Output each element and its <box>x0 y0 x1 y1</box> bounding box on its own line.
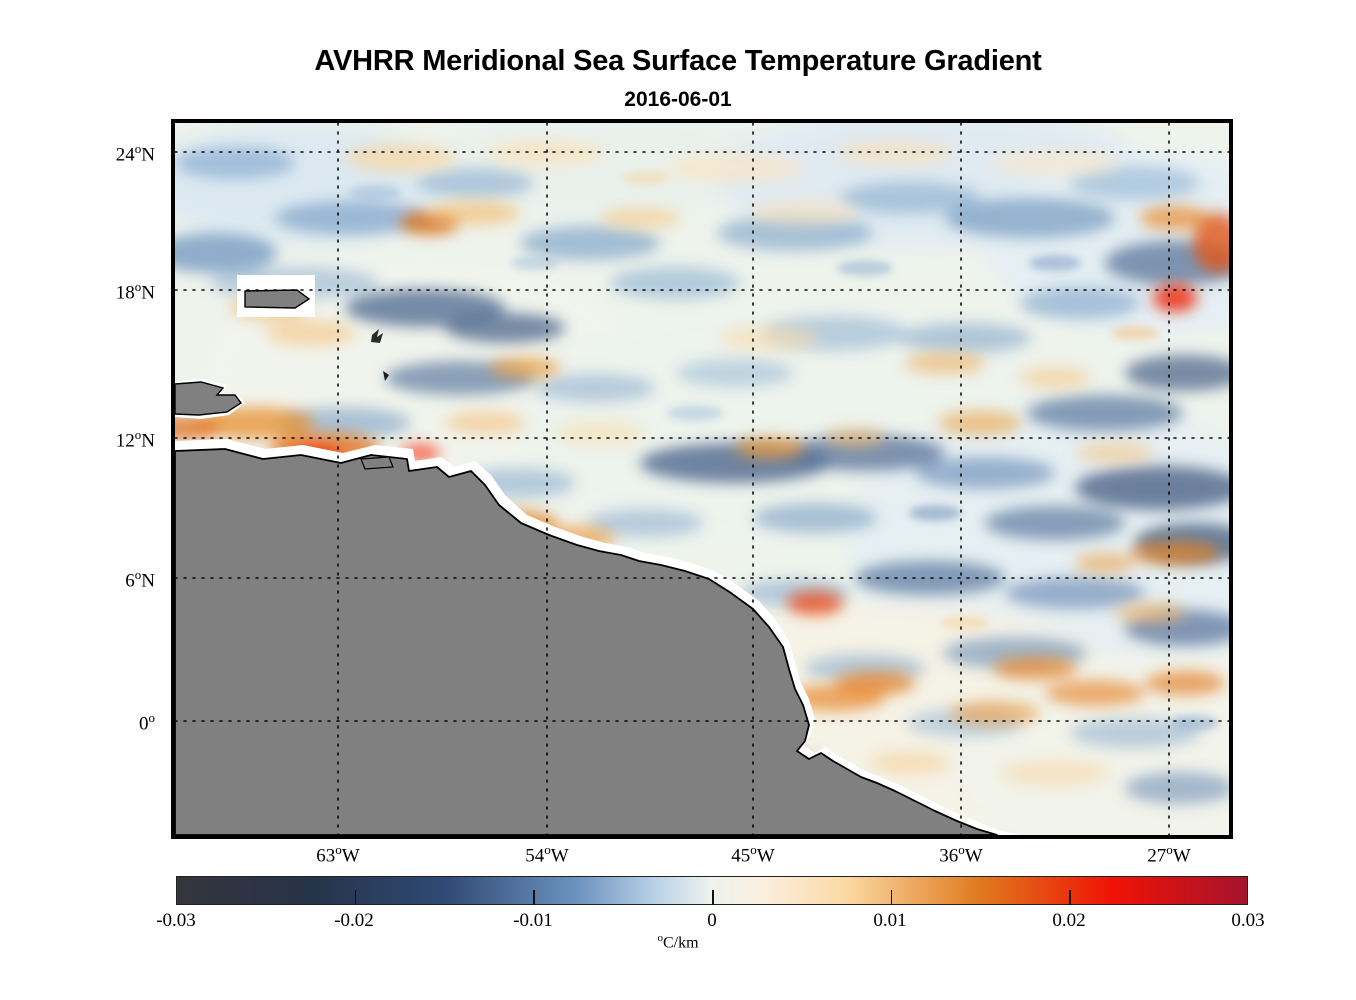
colorbar <box>176 876 1248 905</box>
chart-subtitle-date: 2016-06-01 <box>624 88 732 111</box>
x-tick-label-45W: 45oW <box>731 842 775 867</box>
land-south-america <box>175 448 998 835</box>
land-lesser-antilles-b <box>383 371 389 381</box>
page-title: AVHRR Meridional Sea Surface Temperature… <box>314 45 1042 77</box>
cb-label-1: -0.02 <box>334 910 374 931</box>
y-tick-label-0: 0o <box>139 710 155 735</box>
map-plot-area <box>175 123 1229 835</box>
cb-label-6: 0.03 <box>1231 910 1265 931</box>
x-tick-label-63W: 63oW <box>316 842 360 867</box>
sst-gradient-heatmap <box>175 123 1229 835</box>
x-tick-label-27W: 27oW <box>1147 842 1191 867</box>
land-puerto-rico <box>244 289 311 309</box>
y-tick-label-18N: 18oN <box>115 279 155 304</box>
cb-label-5: 0.02 <box>1052 910 1086 931</box>
cb-label-3: 0 <box>707 910 717 931</box>
land-trinidad <box>360 456 394 470</box>
cb-label-2: -0.01 <box>513 910 553 931</box>
y-tick-label-24N: 24oN <box>115 141 155 166</box>
cb-label-4: 0.01 <box>873 910 907 931</box>
x-tick-label-54W: 54oW <box>525 842 569 867</box>
y-tick-label-12N: 12oN <box>115 427 155 452</box>
colorbar-unit-text: C/km <box>662 934 699 952</box>
land-lesser-antilles-a <box>371 329 383 343</box>
land-hispaniola <box>175 381 243 416</box>
x-tick-label-36W: 36oW <box>939 842 983 867</box>
cb-label-0: -0.03 <box>156 910 196 931</box>
grid-lines <box>175 123 1229 835</box>
y-tick-label-6N: 6oN <box>125 567 155 592</box>
colorbar-unit-label: oC/km <box>657 932 699 952</box>
